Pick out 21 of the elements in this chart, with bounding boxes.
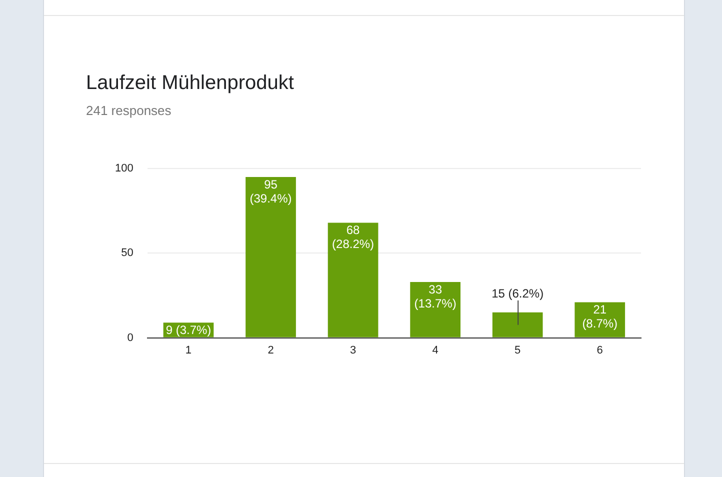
y-tick-label: 50 (121, 247, 134, 260)
bar (492, 312, 543, 338)
bar (328, 222, 378, 338)
data-label: 95 (39.4%) (250, 177, 292, 206)
x-tick-label: 1 (185, 344, 192, 356)
chart-title: Laufzeit Mühlenprodukt (86, 72, 294, 95)
data-label: 68 (28.2%) (332, 223, 374, 252)
x-tick-label: 6 (596, 344, 603, 356)
y-tick-label: 0 (127, 332, 134, 344)
data-label: 15 (6.2%) (492, 286, 544, 301)
x-tick-label: 3 (350, 344, 356, 356)
data-label: 21 (8.7%) (582, 302, 618, 331)
data-label: 33 (13.7%) (414, 282, 456, 310)
x-tick-label: 5 (514, 344, 521, 356)
x-tick-label: 2 (268, 344, 274, 356)
data-label: 9 (3.7%) (166, 322, 212, 337)
chart-subtitle: 241 responses (86, 103, 172, 118)
x-tick-label: 4 (432, 344, 438, 356)
bar (410, 282, 460, 338)
bar (246, 177, 296, 338)
y-tick-label: 100 (114, 162, 134, 175)
